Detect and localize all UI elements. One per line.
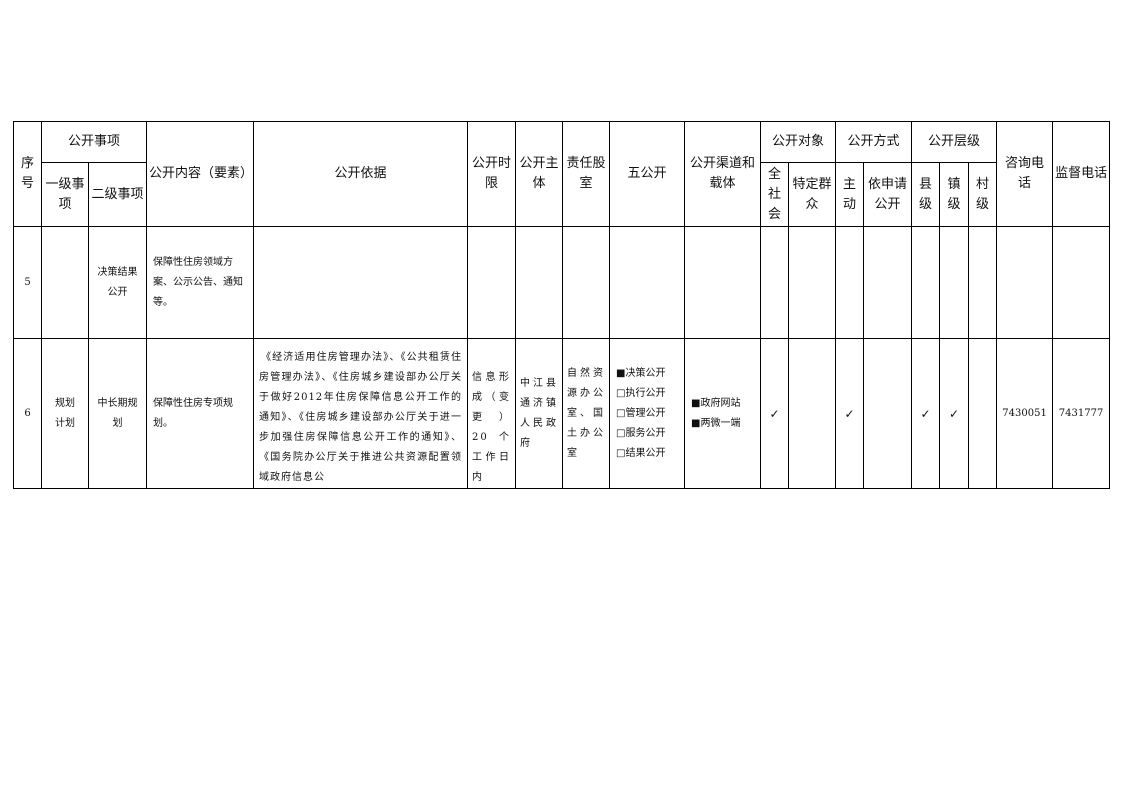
empty-cell bbox=[467, 226, 517, 339]
header-dept: 责任股室 bbox=[562, 121, 611, 227]
five-open-service[interactable]: □服务公开 bbox=[616, 427, 666, 439]
header-time-limit: 公开时限 bbox=[467, 121, 517, 227]
row-level2: 决策结果公开 bbox=[87, 226, 148, 339]
header-five-open: 五公开 bbox=[609, 121, 686, 227]
header-content: 公开内容（要素） bbox=[146, 121, 255, 227]
header-level-county: 县级 bbox=[911, 162, 941, 227]
row-subject: 中江县通济镇人民政府 bbox=[515, 338, 564, 489]
row-supervise-phone: 7431777 bbox=[1052, 338, 1111, 489]
empty-cell bbox=[253, 226, 469, 339]
header-supervise-phone: 监督电话 bbox=[1052, 121, 1111, 227]
empty-cell bbox=[911, 226, 941, 339]
empty-cell bbox=[863, 226, 913, 339]
header-level-village: 村级 bbox=[968, 162, 998, 227]
empty-cell bbox=[863, 338, 913, 489]
row-level1 bbox=[41, 226, 89, 339]
row-dept: 自然资源办公室、国土办公室 bbox=[562, 338, 611, 489]
header-subject: 公开主体 bbox=[515, 121, 564, 227]
empty-cell bbox=[835, 226, 865, 339]
five-open-execution[interactable]: □执行公开 bbox=[616, 387, 666, 399]
header-method: 公开方式 bbox=[835, 121, 913, 163]
check-mark-method-active: ✓ bbox=[835, 338, 865, 489]
header-method-apply: 依申请公开 bbox=[863, 162, 913, 227]
header-method-active: 主动 bbox=[835, 162, 865, 227]
header-target-all: 全社会 bbox=[760, 162, 790, 227]
row-seq: 6 bbox=[13, 338, 42, 489]
empty-cell bbox=[996, 226, 1054, 339]
row-consult-phone: 7430051 bbox=[996, 338, 1054, 489]
disclosure-table: 序号 公开事项 公开内容（要素） 公开依据 公开时限 公开主体 责任股室 五公开… bbox=[13, 121, 1111, 489]
empty-cell bbox=[939, 226, 970, 339]
five-open-decision[interactable]: ■决策公开 bbox=[616, 367, 666, 379]
table-row: 6 规划计划 中长期规划 保障性住房专项规划。 《经济适用住房管理办法》、《公共… bbox=[13, 338, 1111, 489]
empty-cell bbox=[1052, 226, 1111, 339]
header-channel: 公开渠道和载体 bbox=[684, 121, 762, 227]
header-level1: 一级事项 bbox=[41, 162, 89, 227]
header-consult-phone: 咨询电话 bbox=[996, 121, 1054, 227]
header-row-2: 一级事项 二级事项 全社会 特定群众 主动 依申请公开 县级 镇级 村级 bbox=[14, 162, 1110, 227]
header-target-specific: 特定群众 bbox=[788, 162, 837, 227]
basis-wrap: 《经济适用住房管理办法》、《公共租赁住房管理办法》、《住房城乡建设部办公厅关于做… bbox=[259, 340, 462, 488]
empty-cell bbox=[684, 226, 762, 339]
row-seq: 5 bbox=[13, 226, 42, 339]
header-level-town: 镇级 bbox=[939, 162, 970, 227]
empty-cell bbox=[515, 226, 564, 339]
channel-wechat-weibo-app[interactable]: ■两微一端 bbox=[691, 417, 741, 429]
empty-cell bbox=[788, 226, 837, 339]
header-target: 公开对象 bbox=[760, 121, 837, 163]
table-row: 5 决策结果公开 保障性住房领域方案、公示公告、通知等。 bbox=[13, 226, 1111, 339]
check-mark-level-county: ✓ bbox=[911, 338, 941, 489]
row-level1: 规划计划 bbox=[41, 338, 89, 489]
row-content: 保障性住房领域方案、公示公告、通知等。 bbox=[146, 226, 255, 339]
check-mark-level-town: ✓ bbox=[939, 338, 970, 489]
channel-gov-website[interactable]: ■政府网站 bbox=[691, 397, 741, 409]
header-level2: 二级事项 bbox=[87, 162, 148, 227]
header-basis: 公开依据 bbox=[253, 121, 469, 227]
basis-text: 《经济适用住房管理办法》、《公共租赁住房管理办法》、《住房城乡建设部办公厅关于做… bbox=[259, 352, 463, 483]
five-open-management[interactable]: □管理公开 bbox=[616, 407, 666, 419]
empty-cell bbox=[968, 338, 998, 489]
row-channel: ■政府网站 ■两微一端 bbox=[684, 338, 762, 489]
empty-cell bbox=[968, 226, 998, 339]
five-open-result[interactable]: □结果公开 bbox=[616, 447, 666, 459]
empty-cell bbox=[609, 226, 686, 339]
empty-cell bbox=[562, 226, 611, 339]
header-items: 公开事项 bbox=[40, 121, 148, 163]
row-level2: 中长期规划 bbox=[87, 338, 148, 489]
check-mark-target-all: ✓ bbox=[760, 338, 790, 489]
empty-cell bbox=[760, 226, 790, 339]
row-basis: 《经济适用住房管理办法》、《公共租赁住房管理办法》、《住房城乡建设部办公厅关于做… bbox=[253, 338, 469, 489]
row-time-limit: 信息形成（变更）20个工作日内 bbox=[467, 338, 517, 489]
empty-cell bbox=[788, 338, 837, 489]
header-row-1: 序号 公开事项 公开内容（要素） 公开依据 公开时限 公开主体 责任股室 五公开… bbox=[13, 121, 1111, 227]
row-content: 保障性住房专项规划。 bbox=[146, 338, 255, 489]
header-level: 公开层级 bbox=[911, 121, 998, 163]
row-five-open: ■决策公开 □执行公开 □管理公开 □服务公开 □结果公开 bbox=[609, 338, 686, 489]
header-seq: 序号 bbox=[13, 121, 42, 227]
